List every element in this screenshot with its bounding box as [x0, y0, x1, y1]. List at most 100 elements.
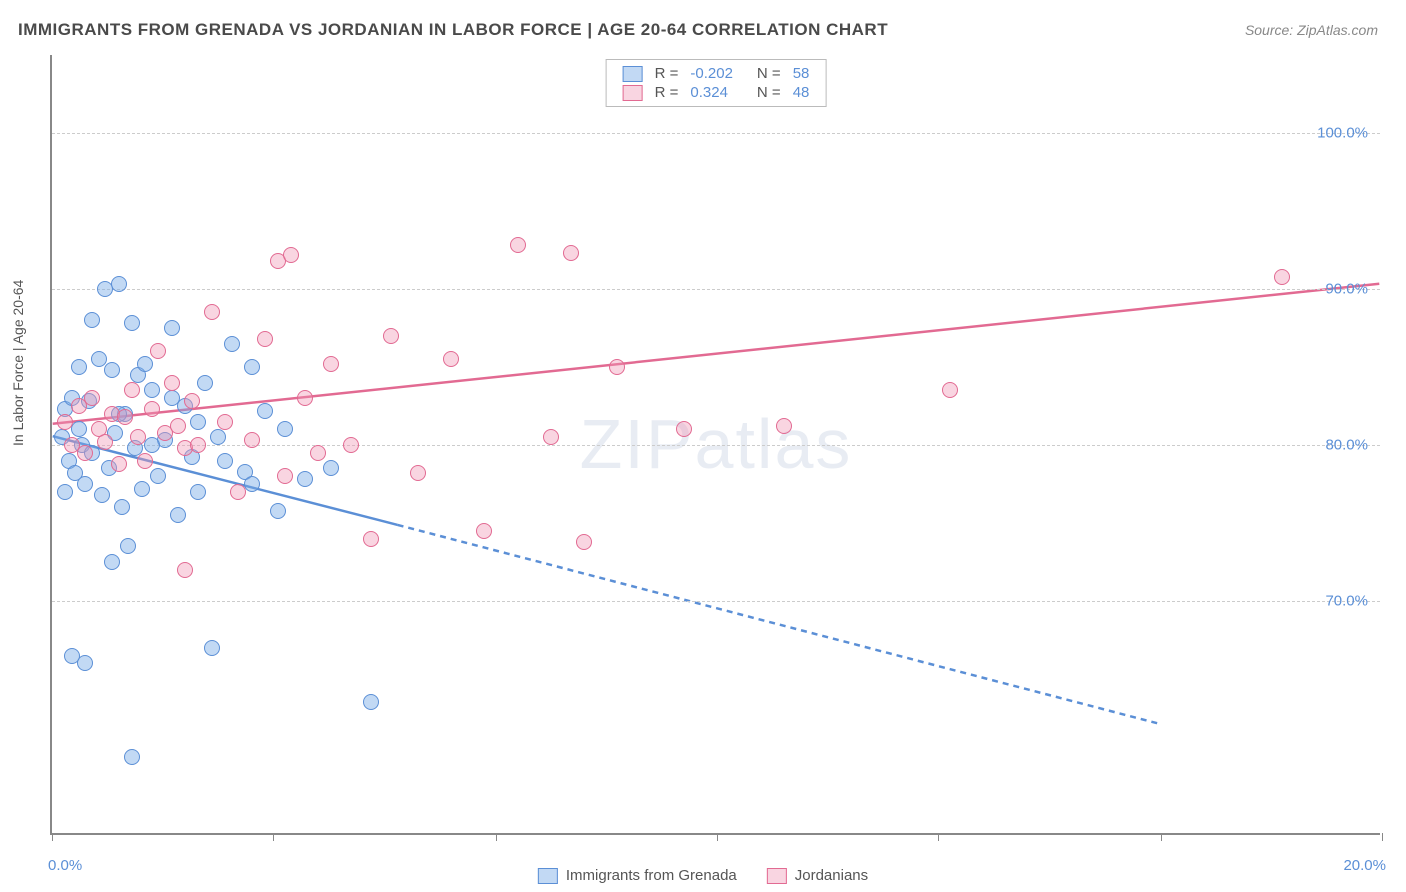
point-series2 [177, 562, 193, 578]
point-series2 [150, 343, 166, 359]
point-series2 [563, 245, 579, 261]
point-series2 [124, 382, 140, 398]
point-series1 [71, 359, 87, 375]
point-series2 [1274, 269, 1290, 285]
point-series2 [144, 401, 160, 417]
point-series1 [257, 403, 273, 419]
point-series1 [270, 503, 286, 519]
y-tick-label: 100.0% [1317, 125, 1368, 142]
point-series2 [343, 437, 359, 453]
gridline [52, 133, 1380, 134]
point-series1 [277, 421, 293, 437]
stats-row-series1: R = -0.202 N = 58 [617, 64, 816, 83]
point-series2 [117, 409, 133, 425]
legend-item-series2: Jordanians [767, 867, 868, 884]
point-series1 [190, 414, 206, 430]
x-tick [1161, 833, 1162, 841]
x-tick [1382, 833, 1383, 841]
swatch-series2 [623, 85, 643, 101]
point-series1 [77, 655, 93, 671]
point-series2 [244, 432, 260, 448]
x-end-label: 20.0% [1343, 857, 1386, 874]
point-series1 [204, 640, 220, 656]
point-series2 [476, 523, 492, 539]
point-series1 [111, 276, 127, 292]
x-tick [273, 833, 274, 841]
point-series1 [104, 554, 120, 570]
point-series2 [383, 328, 399, 344]
point-series1 [114, 499, 130, 515]
swatch-series1 [538, 868, 558, 884]
point-series2 [97, 434, 113, 450]
n-label: N = [751, 64, 787, 83]
gridline [52, 601, 1380, 602]
point-series2 [576, 534, 592, 550]
point-series1 [144, 382, 160, 398]
point-series2 [217, 414, 233, 430]
point-series2 [323, 356, 339, 372]
x-tick [938, 833, 939, 841]
gridline [52, 289, 1380, 290]
point-series2 [137, 453, 153, 469]
point-series1 [190, 484, 206, 500]
point-series1 [144, 437, 160, 453]
y-tick-label: 90.0% [1325, 281, 1368, 298]
point-series2 [443, 351, 459, 367]
swatch-series2 [767, 868, 787, 884]
x-tick [52, 833, 53, 841]
point-series2 [170, 418, 186, 434]
chart-container: IMMIGRANTS FROM GRENADA VS JORDANIAN IN … [0, 0, 1406, 892]
point-series2 [297, 390, 313, 406]
stats-row-series2: R = 0.324 N = 48 [617, 83, 816, 102]
point-series1 [134, 481, 150, 497]
y-axis-label: In Labor Force | Age 20-64 [10, 280, 26, 446]
point-series1 [77, 476, 93, 492]
point-series1 [224, 336, 240, 352]
swatch-series1 [623, 66, 643, 82]
point-series1 [84, 312, 100, 328]
point-series1 [124, 315, 140, 331]
point-series1 [94, 487, 110, 503]
n-value-series2: 48 [787, 83, 816, 102]
legend-item-series1: Immigrants from Grenada [538, 867, 737, 884]
point-series1 [164, 390, 180, 406]
x-tick [496, 833, 497, 841]
point-series2 [190, 437, 206, 453]
stats-legend: R = -0.202 N = 58 R = 0.324 N = 48 [606, 59, 827, 107]
point-series2 [277, 468, 293, 484]
point-series1 [363, 694, 379, 710]
point-series1 [120, 538, 136, 554]
x-tick [717, 833, 718, 841]
point-series2 [257, 331, 273, 347]
chart-title: IMMIGRANTS FROM GRENADA VS JORDANIAN IN … [18, 20, 888, 40]
point-series2 [204, 304, 220, 320]
point-series1 [124, 749, 140, 765]
point-series2 [609, 359, 625, 375]
point-series1 [297, 471, 313, 487]
point-series2 [942, 382, 958, 398]
point-series2 [184, 393, 200, 409]
point-series1 [210, 429, 226, 445]
watermark: ZIPatlas [580, 404, 853, 484]
point-series1 [57, 484, 73, 500]
point-series1 [197, 375, 213, 391]
point-series1 [170, 507, 186, 523]
y-tick-label: 70.0% [1325, 593, 1368, 610]
point-series1 [150, 468, 166, 484]
r-value-series2: 0.324 [684, 83, 739, 102]
point-series1 [104, 362, 120, 378]
point-series1 [244, 359, 260, 375]
r-label: R = [649, 83, 685, 102]
point-series2 [77, 445, 93, 461]
point-series2 [410, 465, 426, 481]
y-tick-label: 80.0% [1325, 437, 1368, 454]
point-series2 [283, 247, 299, 263]
x-origin-label: 0.0% [48, 857, 82, 874]
point-series2 [676, 421, 692, 437]
point-series2 [310, 445, 326, 461]
plot-area: ZIPatlas R = -0.202 N = 58 R = 0.324 N = [50, 55, 1380, 835]
point-series2 [510, 237, 526, 253]
point-series2 [57, 414, 73, 430]
r-value-series1: -0.202 [684, 64, 739, 83]
n-value-series1: 58 [787, 64, 816, 83]
